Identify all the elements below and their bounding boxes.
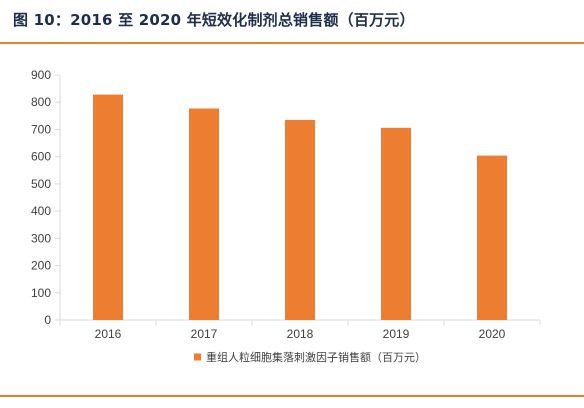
bars bbox=[93, 94, 507, 321]
x-tick-label: 2018 bbox=[287, 327, 314, 341]
x-tick-label: 2020 bbox=[479, 327, 506, 341]
x-axis: 2016 2017 2018 2019 2020 bbox=[59, 319, 541, 341]
bar-2016 bbox=[93, 94, 123, 320]
top-divider bbox=[0, 42, 584, 44]
y-tick-label: 200 bbox=[31, 259, 51, 273]
legend-swatch bbox=[194, 353, 201, 361]
y-tick-label: 300 bbox=[31, 231, 51, 245]
y-tick-label: 600 bbox=[31, 150, 51, 164]
bar-2017 bbox=[189, 108, 219, 320]
y-tick-label: 800 bbox=[31, 95, 51, 109]
y-axis: 0 100 200 300 400 500 600 700 800 900 bbox=[31, 68, 61, 327]
figure-title: 图 10：2016 至 2020 年短效化制剂总销售额（百万元） bbox=[13, 11, 415, 29]
y-tick-label: 500 bbox=[31, 177, 51, 191]
legend-label: 重组人粒细胞集落刺激因子销售额（百万元） bbox=[206, 350, 426, 364]
bar-2019 bbox=[381, 127, 411, 320]
y-tick-label: 0 bbox=[44, 313, 51, 327]
y-tick-label: 900 bbox=[31, 68, 51, 82]
x-tick-label: 2017 bbox=[191, 327, 218, 341]
bar-2018 bbox=[285, 119, 315, 321]
y-tick-label: 400 bbox=[31, 204, 51, 218]
bottom-divider bbox=[0, 395, 584, 397]
legend: 重组人粒细胞集落刺激因子销售额（百万元） bbox=[194, 350, 426, 364]
y-tick-label: 700 bbox=[31, 122, 51, 136]
bar-2020 bbox=[477, 155, 507, 320]
x-tick-label: 2016 bbox=[95, 327, 122, 341]
y-tick-label: 100 bbox=[31, 286, 51, 300]
x-tick-label: 2019 bbox=[383, 327, 410, 341]
